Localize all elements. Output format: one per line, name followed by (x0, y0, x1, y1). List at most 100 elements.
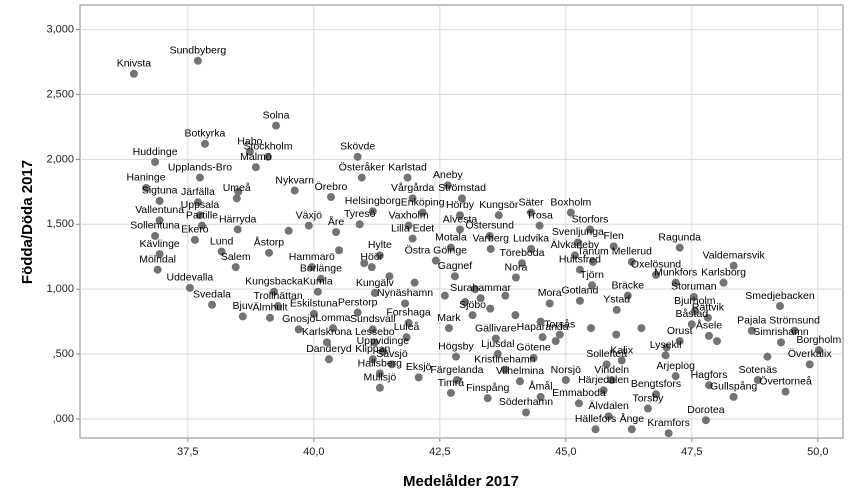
point-label: Åstorp (254, 236, 285, 249)
point-label: Järfälla (181, 186, 215, 198)
point (153, 265, 162, 274)
point (662, 343, 671, 352)
point (142, 183, 151, 192)
point (814, 346, 823, 355)
point (468, 311, 477, 320)
point-label: Emmaboda (552, 387, 606, 399)
point-label: Surahammar (450, 282, 511, 294)
point (719, 278, 728, 287)
point (368, 207, 377, 216)
point (446, 243, 455, 252)
point-label: Hylte (368, 239, 392, 251)
point-label: Enköping (401, 196, 445, 208)
point-label: Dorotea (687, 404, 725, 416)
x-tick-label: 50,0 (807, 446, 828, 458)
point-label: Boxholm (550, 196, 591, 208)
point-label: Mullsjö (364, 372, 397, 384)
point-label: Knivsta (117, 58, 152, 70)
point (375, 383, 384, 392)
point-label: Töreboda (499, 247, 544, 259)
point (675, 243, 684, 252)
point-label: Helsingborg (345, 195, 401, 207)
point-label: Härryda (219, 213, 257, 225)
point (500, 365, 509, 374)
point-label: Eskilstuna (290, 298, 338, 310)
point (586, 225, 595, 234)
point (458, 194, 467, 203)
x-tick-label: 42,5 (429, 446, 450, 458)
point-label: Sotenäs (739, 364, 778, 376)
point-label: Haninge (126, 172, 165, 184)
point (566, 208, 575, 217)
point (455, 225, 464, 234)
point-label: Tyresö (344, 208, 376, 220)
point (536, 317, 545, 326)
point-label: Ekerö (181, 224, 209, 236)
point (328, 324, 337, 333)
point-label: Åsele (696, 319, 722, 332)
point (408, 234, 417, 243)
point (602, 360, 611, 369)
point-label: Torsby (632, 392, 664, 404)
point-label: Bjuv (233, 300, 254, 312)
point-label: Aneby (433, 169, 464, 181)
point (234, 187, 243, 196)
point (193, 56, 202, 65)
point (357, 173, 366, 182)
point-label: Storfors (572, 213, 609, 225)
point (729, 261, 738, 270)
point (440, 291, 449, 300)
point (360, 259, 369, 268)
point (408, 194, 417, 203)
point (753, 375, 762, 384)
point-label: Östersund (465, 220, 514, 232)
point-label: Trollhättan (253, 290, 302, 302)
point-label: Rättvik (692, 301, 725, 313)
point-label: Sigtuna (142, 185, 178, 197)
point (589, 257, 598, 266)
point (404, 221, 413, 230)
point-label: Uddevalla (167, 272, 214, 284)
point-label: Luleå (394, 321, 420, 333)
point-label: Sundsvall (350, 313, 396, 325)
point (264, 248, 273, 257)
point (661, 351, 670, 360)
point (370, 289, 379, 298)
point (195, 211, 204, 220)
point-label: Höör (360, 251, 383, 263)
point-label: Vårgårda (391, 182, 434, 194)
point (485, 231, 494, 240)
point-label: Sjöbo (459, 299, 486, 311)
point (402, 333, 411, 342)
point-label: Haparanda (517, 321, 569, 333)
point (538, 333, 547, 342)
point (151, 158, 160, 167)
point-label: Överkalix (788, 348, 833, 360)
point-label: Skövde (340, 141, 375, 153)
point (418, 208, 427, 217)
point (776, 302, 785, 311)
point (272, 121, 281, 130)
point-label: Götene (516, 342, 551, 354)
point-label: Pajala (737, 314, 766, 326)
point-label: Stockholm (243, 141, 292, 153)
point-label: Mark (437, 312, 461, 324)
point-label: Vindeln (594, 364, 629, 376)
point (527, 244, 536, 253)
point (197, 221, 206, 230)
point (251, 163, 260, 172)
point-label: Sävsjö (376, 348, 408, 360)
point (703, 313, 712, 322)
point-label: Hörby (446, 199, 475, 211)
point (444, 324, 453, 333)
x-tick-label: 45,0 (555, 446, 576, 458)
point (747, 326, 756, 335)
point (607, 375, 616, 384)
point-label: Sollentuna (130, 220, 180, 232)
point-label: Ljusdal (481, 338, 514, 350)
point (790, 326, 799, 335)
point-label: Malmö (240, 151, 272, 163)
point (245, 147, 254, 156)
point (367, 263, 376, 272)
point-label: Vilhelmina (496, 365, 544, 377)
